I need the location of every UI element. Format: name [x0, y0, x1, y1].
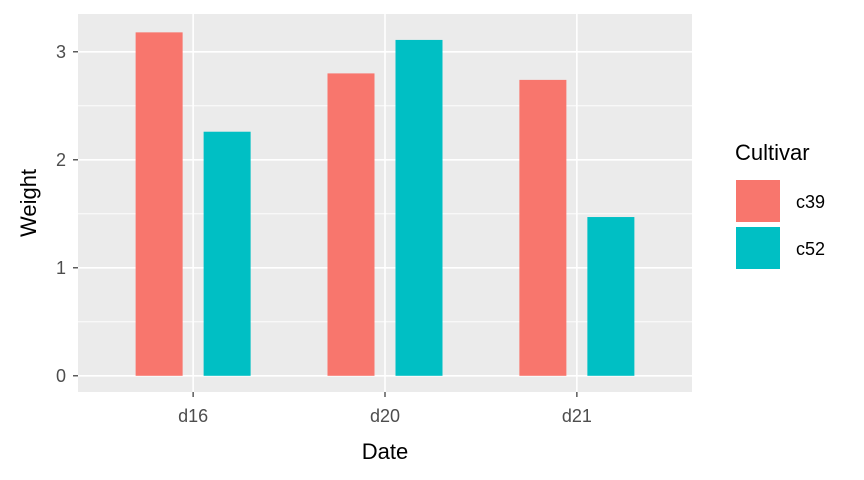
y-tick-label: 0: [56, 366, 66, 386]
y-axis-title: Weight: [16, 169, 41, 237]
legend: Cultivar c39 c52: [735, 140, 825, 269]
legend-key-c39: [736, 180, 780, 222]
y-tick-label: 2: [56, 150, 66, 170]
legend-key-c52: [736, 227, 780, 269]
legend-items: c39 c52: [736, 180, 825, 269]
x-tick-label: d20: [370, 406, 400, 426]
bar-c52-d21: [587, 217, 635, 376]
y-tick-label: 1: [56, 258, 66, 278]
legend-label-c52: c52: [796, 239, 825, 259]
bar-c39-d16: [135, 32, 183, 376]
bar-c52-d20: [395, 39, 443, 376]
x-tick-label: d16: [178, 406, 208, 426]
y-tick-label: 3: [56, 42, 66, 62]
bars: [135, 32, 635, 376]
bar-c39-d21: [519, 79, 567, 376]
axes: 0 1 2 3 d16 d20 d21: [56, 42, 592, 426]
legend-label-c39: c39: [796, 192, 825, 212]
bar-c39-d20: [327, 73, 375, 376]
x-axis-title: Date: [362, 439, 408, 464]
x-tick-label: d21: [562, 406, 592, 426]
bar-c52-d16: [203, 131, 251, 376]
legend-title: Cultivar: [735, 140, 810, 165]
